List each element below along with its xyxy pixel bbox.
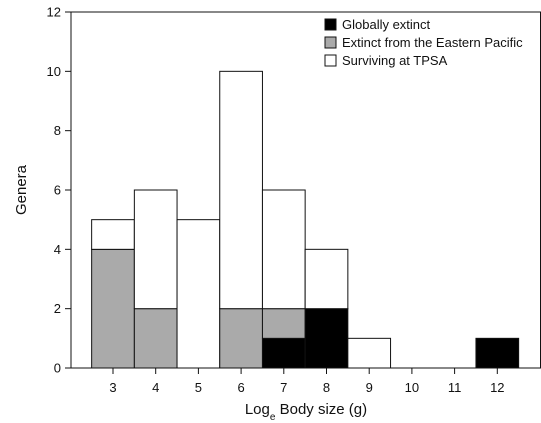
y-axis-title: Genera bbox=[13, 164, 30, 215]
x-axis-title-subscript: e bbox=[270, 412, 276, 423]
bar-layer bbox=[91, 70, 520, 369]
bar-4-series-3 bbox=[133, 189, 178, 310]
x-tick-label: 10 bbox=[405, 380, 419, 395]
bar-3-series-2 bbox=[91, 248, 135, 369]
x-tick-label: 3 bbox=[109, 380, 116, 395]
y-tick-label: 4 bbox=[54, 242, 61, 257]
bar-8-series-3 bbox=[304, 248, 349, 310]
bar-7-series-2 bbox=[261, 308, 306, 339]
y-tick-label: 6 bbox=[54, 183, 61, 198]
y-tick-label: 8 bbox=[54, 123, 61, 138]
y-tick-label: 2 bbox=[54, 301, 61, 316]
y-tick-label: 12 bbox=[47, 5, 61, 20]
bar-8-series-1 bbox=[304, 308, 349, 369]
legend-label-1: Globally extinct bbox=[342, 17, 431, 32]
legend-label-2: Extinct from the Eastern Pacific bbox=[342, 35, 523, 50]
x-tick-label: 4 bbox=[152, 380, 159, 395]
x-axis-title-rest: Body size (g) bbox=[275, 401, 367, 418]
legend-label-3: Surviving at TPSA bbox=[342, 53, 448, 68]
x-tick-label: 6 bbox=[237, 380, 244, 395]
y-tick-label: 0 bbox=[54, 361, 61, 376]
legend-swatch-1 bbox=[324, 18, 337, 31]
x-axis-ticks: 3 4 5 6 7 8 9 10 11 12 bbox=[109, 368, 505, 395]
bar-7-series-3 bbox=[261, 189, 306, 310]
y-tick-label: 10 bbox=[47, 64, 61, 79]
x-tick-label: 12 bbox=[490, 380, 504, 395]
bar-7-series-1 bbox=[261, 337, 306, 369]
bar-6-series-3 bbox=[219, 70, 263, 310]
bar-12-series-1 bbox=[475, 337, 520, 369]
bar-6-series-2 bbox=[219, 308, 263, 369]
x-axis-title-base: Log bbox=[245, 401, 270, 418]
bar-5-series-3 bbox=[176, 219, 221, 369]
x-tick-label: 9 bbox=[366, 380, 373, 395]
legend-swatch-3 bbox=[324, 54, 337, 67]
x-axis-title: Loge Body size (g) bbox=[245, 401, 367, 423]
bar-3-series-3 bbox=[91, 219, 135, 250]
legend-swatch-2 bbox=[324, 36, 337, 49]
x-tick-label: 7 bbox=[280, 380, 287, 395]
x-tick-label: 8 bbox=[323, 380, 330, 395]
bar-4-series-2 bbox=[133, 308, 178, 369]
bar-9-series-3 bbox=[347, 337, 392, 369]
x-tick-label: 11 bbox=[448, 380, 462, 395]
y-axis-ticks: 0 2 4 6 8 10 12 bbox=[47, 5, 71, 376]
legend: Globally extinct Extinct from the Eastern… bbox=[324, 17, 523, 68]
x-tick-label: 5 bbox=[195, 380, 202, 395]
